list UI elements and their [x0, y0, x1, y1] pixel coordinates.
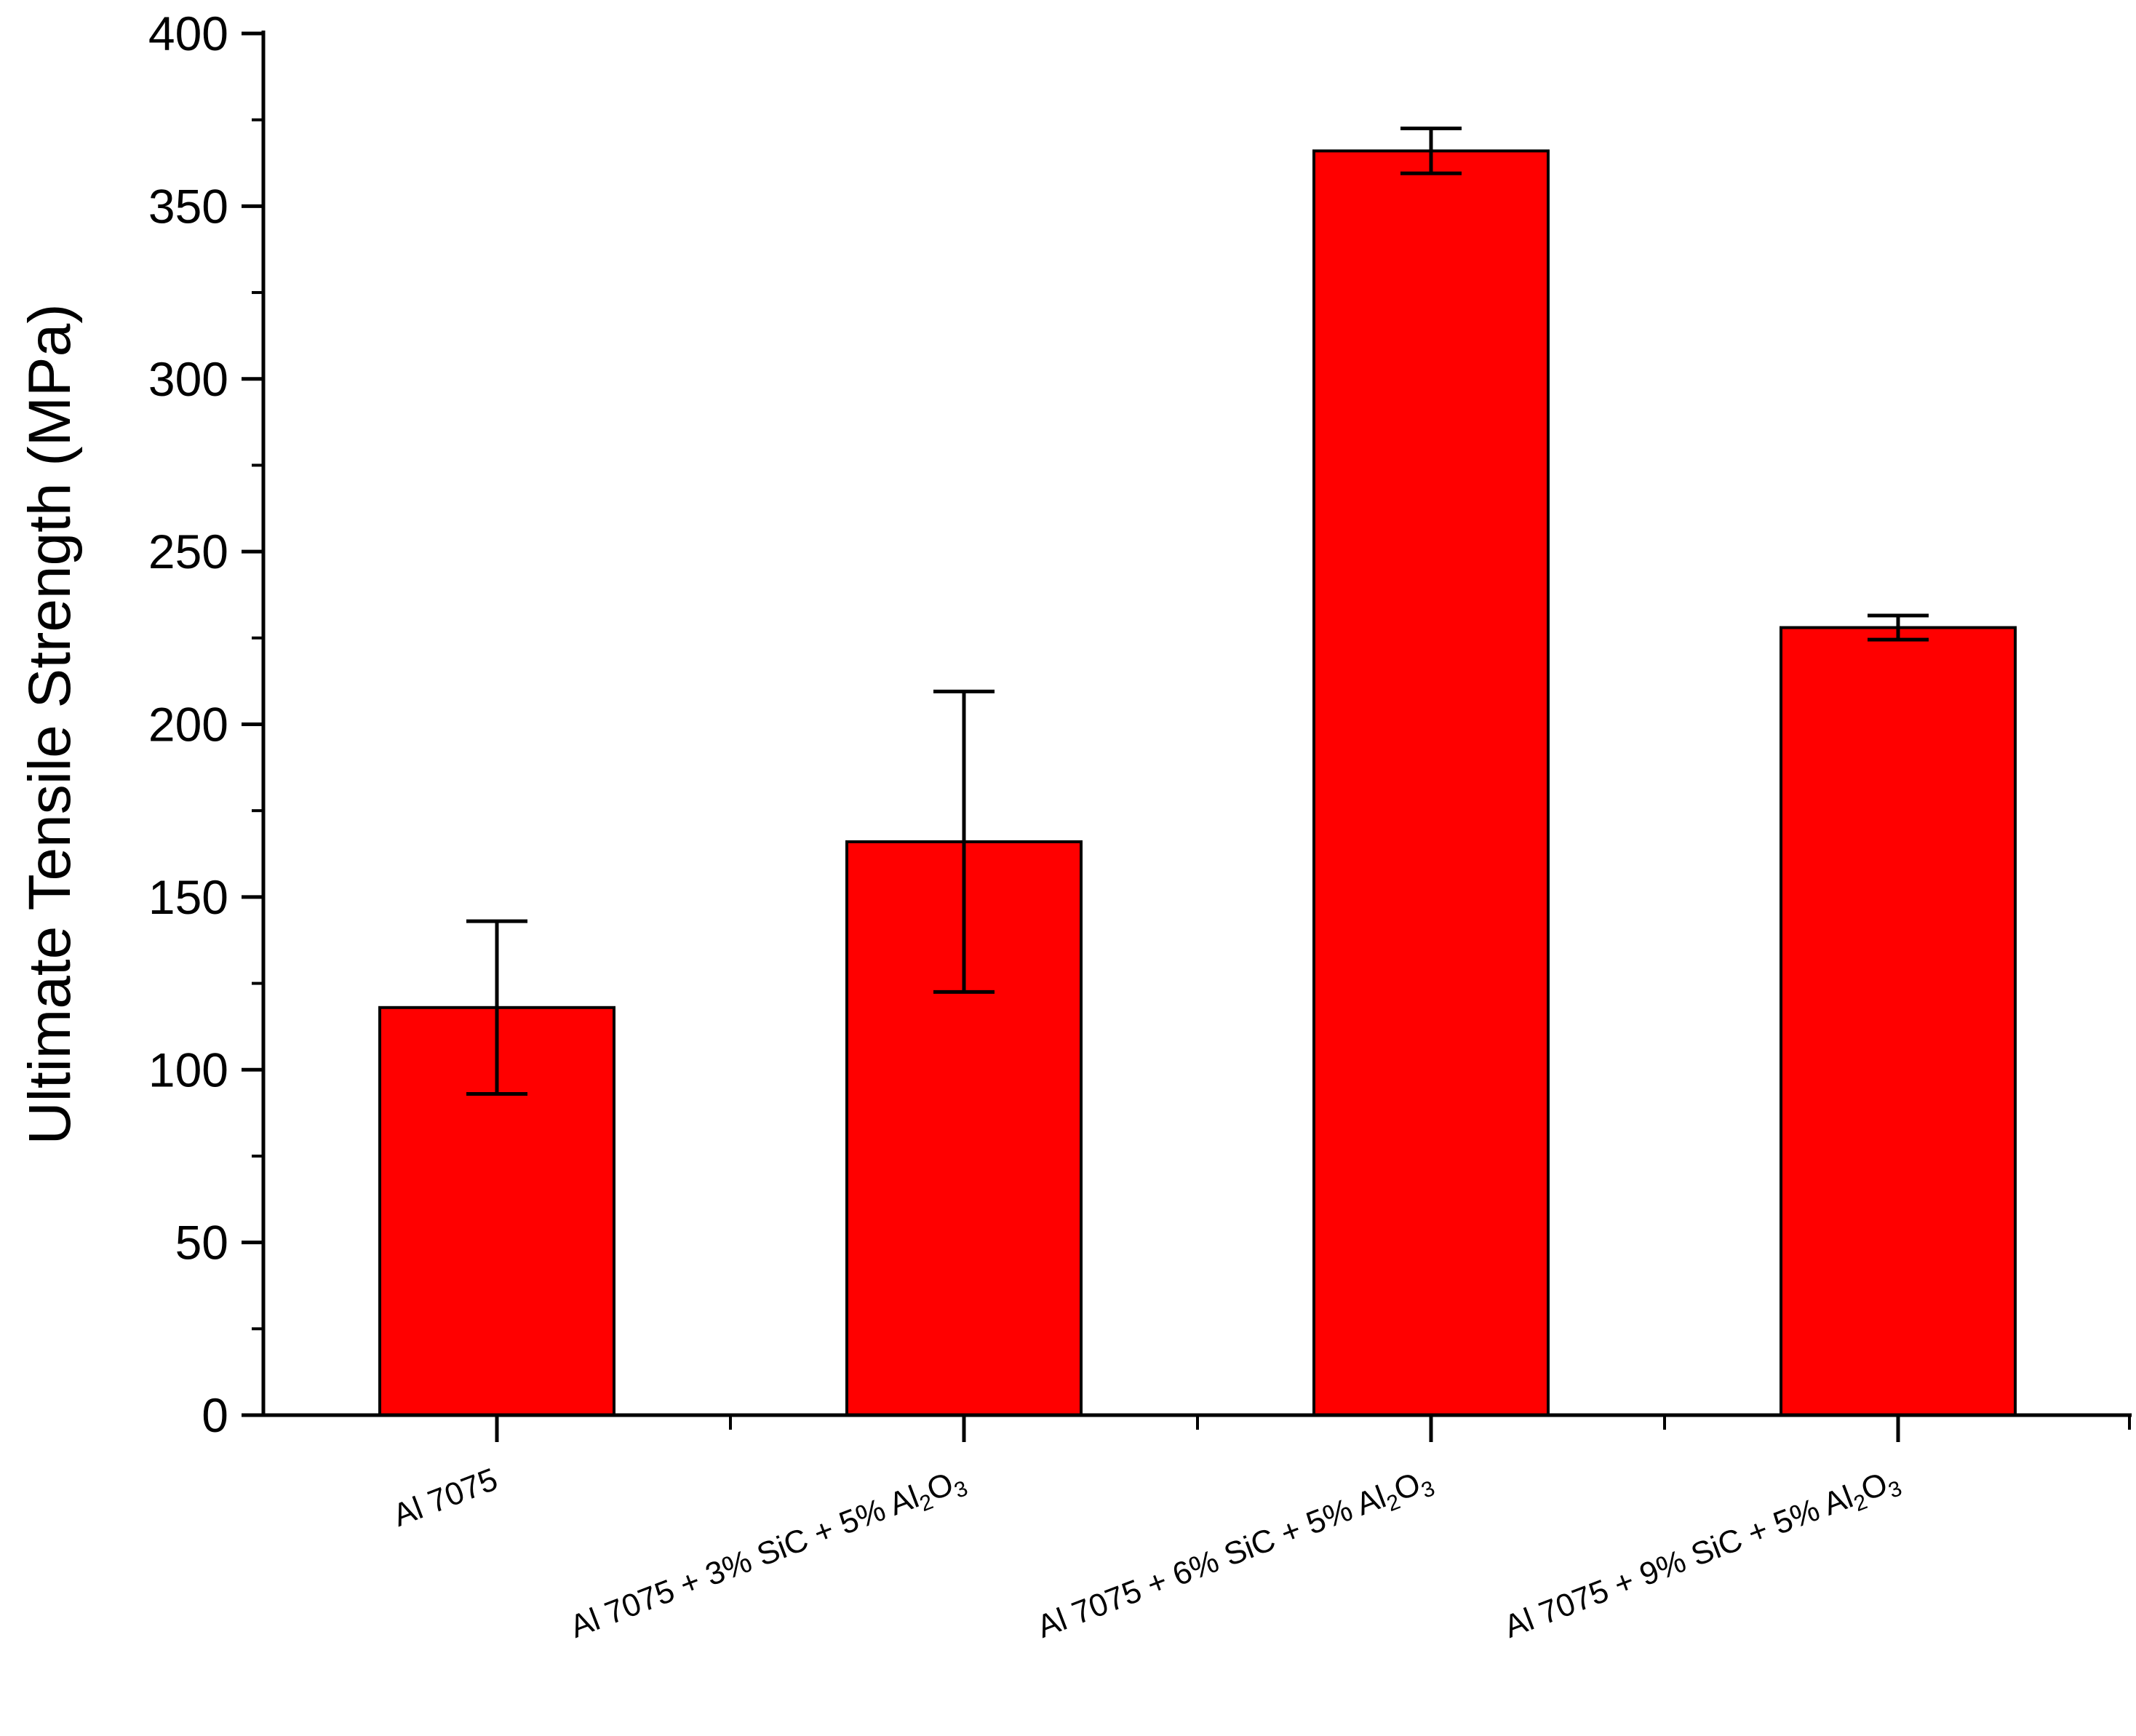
y-tick-labels: 0 50 100 150 200 250 300 350 400 [148, 7, 228, 1442]
y-tick-label: 200 [148, 698, 228, 752]
error-bars [466, 127, 1929, 1096]
error-bar-4 [1868, 613, 1929, 642]
label-text: Al 7075 + 9% SiC + 5% Al [1499, 1479, 1858, 1645]
error-bar-1 [466, 919, 527, 1096]
error-bar-2 [933, 689, 995, 994]
x-category-label-3: Al 7075 + 6% SiC + 5% Al2O3 [1032, 1462, 1438, 1649]
bar-4 [1780, 626, 2017, 1417]
axes [242, 31, 2132, 1442]
x-category-label-1: Al 7075 [388, 1462, 503, 1534]
x-category-label-4: Al 7075 + 9% SiC + 5% Al2O3 [1499, 1462, 1905, 1649]
x-category-labels: Al 7075 Al 7075 + 3% SiC + 5% Al2O3 Al 707… [388, 1462, 1905, 1649]
y-tick-label: 350 [148, 179, 228, 233]
y-axis-title: Ultimate Tensile Strength (MPa) [17, 303, 83, 1144]
y-tick-label: 250 [148, 525, 228, 578]
y-tick-label: 0 [202, 1388, 228, 1442]
x-category-label-2: Al 7075 + 3% SiC + 5% Al2O3 [565, 1462, 971, 1649]
y-tick-label: 50 [175, 1216, 228, 1270]
y-tick-label: 300 [148, 352, 228, 406]
bar-3 [1312, 149, 1550, 1417]
y-tick-label: 150 [148, 870, 228, 924]
y-tick-label: 400 [148, 7, 228, 60]
label-text: Al 7075 + 3% SiC + 5% Al [565, 1479, 924, 1645]
error-bar-3 [1400, 127, 1462, 175]
label-text: Al 7075 + 6% SiC + 5% Al [1032, 1479, 1391, 1645]
y-tick-label: 100 [148, 1043, 228, 1096]
label-text: Al 7075 [388, 1462, 503, 1534]
bars [378, 149, 2017, 1417]
